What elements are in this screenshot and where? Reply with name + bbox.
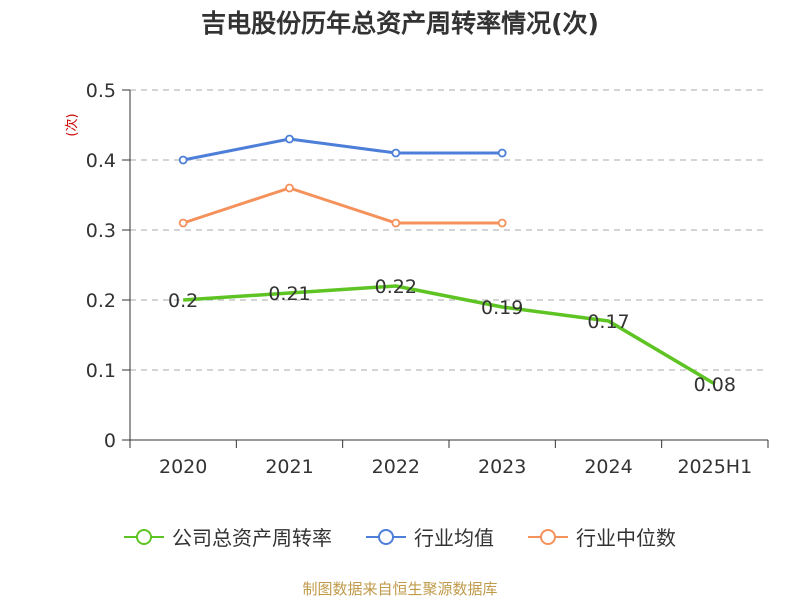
series-line-2 [182, 186, 503, 225]
data-point [497, 218, 507, 228]
y-tick-label: 0 [104, 430, 116, 452]
y-tick-label: 0.1 [86, 360, 116, 382]
legend-item-company[interactable]: 公司总资产周转率 [124, 522, 332, 551]
axes: 0 0.1 0.2 0.3 0.4 0.5 2020 2021 2022 2023 2024 2025… [64, 80, 769, 478]
data-point [178, 218, 188, 228]
x-tick-label: 2023 [478, 456, 526, 478]
series-line-1 [182, 137, 503, 162]
x-tick-label: 2021 [265, 456, 313, 478]
legend-label-industry-median: 行业中位数 [576, 526, 676, 550]
x-tick-label: 2020 [159, 456, 207, 478]
legend: 公司总资产周转率 行业均值 行业中位数 [0, 522, 800, 551]
y-tick-label: 0.3 [86, 220, 116, 242]
y-axis-label: (次) [64, 113, 80, 136]
series-line-0 [183, 284, 716, 386]
legend-line-icon [124, 528, 164, 545]
series [178, 134, 716, 386]
data-labels: 0.2 0.21 0.22 0.19 0.17 0.08 [168, 276, 736, 396]
data-point [178, 155, 188, 165]
data-label: 0.08 [694, 374, 736, 396]
data-point [285, 183, 294, 193]
legend-line-icon [528, 528, 568, 545]
data-label: 0.22 [375, 276, 417, 298]
legend-label-industry-avg: 行业均值 [414, 526, 494, 550]
data-label: 0.2 [168, 290, 198, 312]
data-label: 0.19 [481, 297, 523, 319]
data-label: 0.21 [268, 283, 310, 305]
source-note: 制图数据来自恒生聚源数据库 [302, 580, 498, 598]
x-tick-label: 2022 [372, 456, 420, 478]
data-point [391, 148, 401, 158]
grid-lines [130, 89, 768, 371]
y-tick-label: 0.2 [86, 290, 116, 312]
legend-item-industry-avg[interactable]: 行业均值 [366, 522, 494, 551]
y-tick-label: 0.5 [86, 80, 116, 102]
legend-item-industry-median[interactable]: 行业中位数 [528, 522, 676, 551]
legend-line-icon [366, 528, 406, 545]
y-tick-label: 0.4 [86, 150, 116, 172]
x-tick-label: 2024 [584, 456, 632, 478]
data-label: 0.17 [587, 311, 629, 333]
x-tick-label: 2025H1 [677, 456, 752, 478]
data-point [391, 218, 401, 228]
data-point [497, 148, 507, 158]
data-point [285, 134, 294, 144]
chart-title: 吉电股份历年总资产周转率情况(次) [201, 9, 599, 38]
legend-label-company: 公司总资产周转率 [172, 526, 332, 550]
